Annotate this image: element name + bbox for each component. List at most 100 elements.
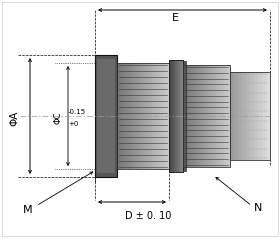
Bar bbox=[121, 63, 123, 169]
Bar bbox=[118, 63, 120, 169]
Bar bbox=[265, 72, 267, 160]
Bar bbox=[214, 65, 215, 167]
Text: D ± 0. 10: D ± 0. 10 bbox=[125, 211, 171, 221]
Bar bbox=[178, 60, 179, 172]
Bar bbox=[221, 65, 222, 167]
Bar bbox=[126, 63, 128, 169]
Bar bbox=[186, 65, 188, 167]
Bar bbox=[209, 65, 211, 167]
Bar bbox=[228, 65, 229, 167]
Bar bbox=[146, 63, 147, 169]
Bar bbox=[174, 60, 175, 172]
Bar bbox=[245, 72, 246, 160]
Bar bbox=[168, 63, 169, 169]
Bar bbox=[176, 60, 177, 172]
Bar bbox=[249, 72, 251, 160]
Bar bbox=[242, 72, 244, 160]
Bar bbox=[183, 65, 230, 167]
Bar bbox=[117, 63, 119, 169]
Bar bbox=[254, 72, 256, 160]
Bar bbox=[157, 63, 159, 169]
Bar bbox=[261, 72, 263, 160]
Bar bbox=[140, 63, 142, 169]
Text: N: N bbox=[254, 203, 262, 213]
Bar bbox=[239, 72, 241, 160]
Bar bbox=[170, 60, 171, 172]
Bar bbox=[171, 60, 172, 172]
Bar bbox=[127, 63, 129, 169]
Bar bbox=[192, 65, 194, 167]
Bar bbox=[175, 60, 176, 172]
Bar bbox=[143, 63, 145, 169]
Bar bbox=[144, 63, 146, 169]
Bar bbox=[205, 65, 207, 167]
Bar bbox=[156, 63, 158, 169]
Bar bbox=[181, 60, 182, 172]
Bar bbox=[191, 65, 193, 167]
Bar bbox=[215, 65, 216, 167]
Bar bbox=[222, 65, 223, 167]
Bar bbox=[210, 65, 212, 167]
Bar bbox=[263, 72, 265, 160]
Bar bbox=[217, 65, 219, 167]
Bar bbox=[147, 63, 149, 169]
Text: M: M bbox=[23, 205, 33, 215]
Bar bbox=[129, 63, 130, 169]
Bar bbox=[218, 65, 220, 167]
Bar bbox=[120, 63, 122, 169]
Bar bbox=[237, 72, 239, 160]
Bar bbox=[251, 72, 253, 160]
Bar bbox=[130, 63, 132, 169]
Bar bbox=[162, 63, 164, 169]
Bar bbox=[179, 60, 181, 172]
Bar bbox=[161, 63, 163, 169]
Bar bbox=[243, 72, 245, 160]
Bar bbox=[172, 60, 174, 172]
Bar bbox=[182, 60, 183, 172]
Bar bbox=[151, 63, 153, 169]
Bar bbox=[171, 60, 172, 172]
Bar bbox=[190, 65, 192, 167]
Bar bbox=[201, 65, 202, 167]
Bar bbox=[135, 63, 137, 169]
Bar bbox=[137, 63, 138, 169]
Bar bbox=[179, 60, 180, 172]
Bar bbox=[225, 65, 227, 167]
Bar bbox=[204, 65, 206, 167]
Bar bbox=[250, 72, 252, 160]
Bar bbox=[223, 65, 225, 167]
Bar bbox=[177, 60, 178, 172]
Bar bbox=[160, 63, 162, 169]
Bar bbox=[212, 65, 214, 167]
Text: E: E bbox=[171, 13, 179, 23]
Bar bbox=[267, 72, 269, 160]
Bar bbox=[131, 63, 133, 169]
Bar bbox=[230, 72, 232, 160]
Bar bbox=[158, 63, 160, 169]
Bar bbox=[202, 65, 204, 167]
Bar bbox=[184, 65, 186, 167]
Bar bbox=[253, 72, 255, 160]
Bar bbox=[216, 65, 218, 167]
Bar bbox=[269, 72, 270, 160]
Bar bbox=[183, 65, 185, 167]
Bar bbox=[164, 63, 165, 169]
Bar bbox=[169, 60, 170, 172]
Bar bbox=[235, 72, 237, 160]
Bar bbox=[195, 65, 197, 167]
Bar bbox=[150, 63, 151, 169]
Bar bbox=[166, 63, 168, 169]
Bar bbox=[246, 72, 248, 160]
Bar bbox=[188, 65, 189, 167]
Bar bbox=[139, 63, 141, 169]
Bar bbox=[259, 72, 261, 160]
Bar bbox=[97, 59, 115, 173]
Bar bbox=[142, 63, 143, 169]
Bar bbox=[257, 72, 258, 160]
Text: ΦC: ΦC bbox=[53, 112, 62, 124]
Bar bbox=[95, 55, 117, 177]
Bar bbox=[182, 60, 183, 172]
Bar bbox=[193, 65, 195, 167]
Bar bbox=[211, 65, 213, 167]
Bar bbox=[220, 65, 221, 167]
